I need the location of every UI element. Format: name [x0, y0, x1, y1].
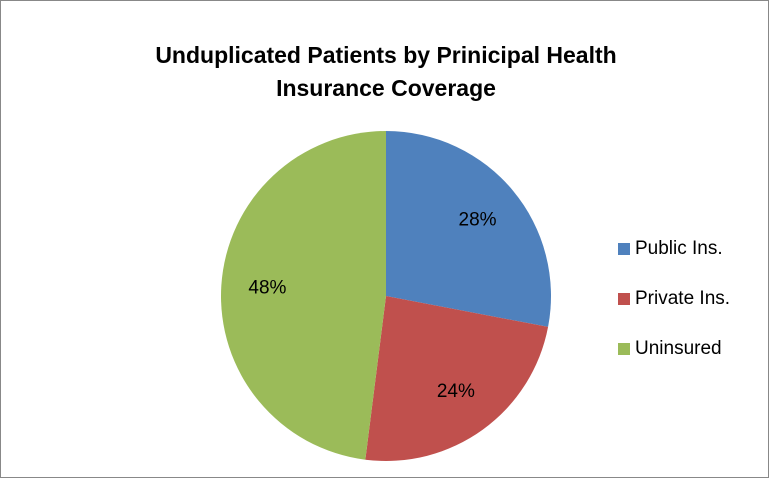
data-label: 28%: [459, 209, 497, 230]
pie-slice: [386, 131, 551, 327]
legend-label: Public Ins.: [635, 238, 723, 259]
legend-swatch: [618, 243, 630, 255]
pie-slice: [221, 131, 386, 460]
data-label: 48%: [248, 278, 286, 299]
pie-slice: [365, 296, 549, 461]
legend-swatch: [618, 293, 630, 305]
legend-label: Private Ins.: [635, 288, 730, 309]
legend-swatch: [618, 343, 630, 355]
chart-title: Unduplicated Patients by Prinicipal Heal…: [155, 42, 617, 101]
data-label: 24%: [437, 381, 475, 402]
legend-label: Uninsured: [635, 338, 722, 359]
